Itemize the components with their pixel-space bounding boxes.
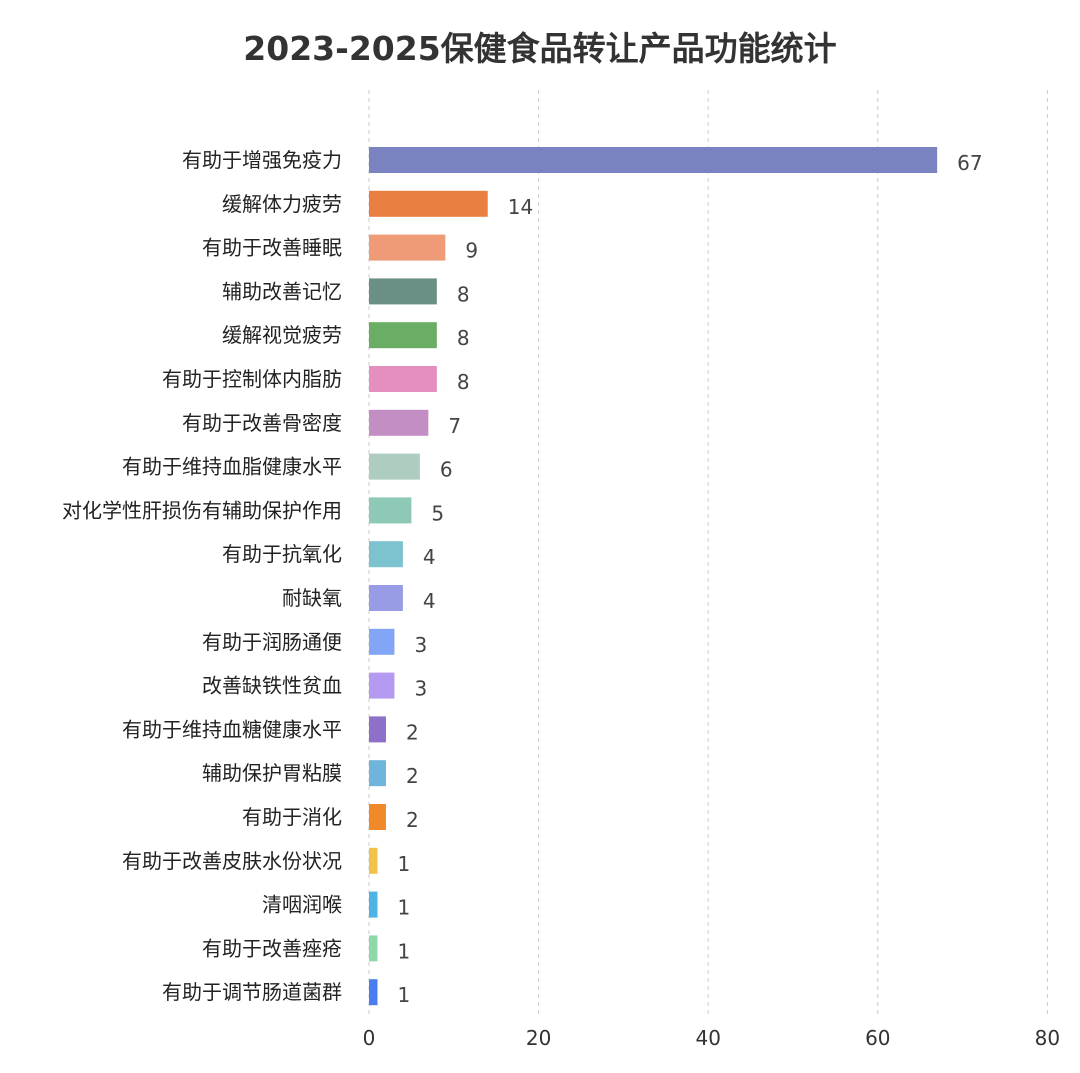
bar: [369, 322, 437, 349]
bar: [369, 979, 378, 1006]
category-label: 耐缺氧: [282, 586, 342, 610]
bar: [369, 804, 386, 830]
value-label: 6: [440, 458, 453, 482]
x-tick-label: 20: [526, 1026, 551, 1050]
x-tick-label: 60: [865, 1026, 890, 1050]
category-label: 有助于维持血糖健康水平: [122, 717, 342, 741]
category-label: 有助于改善皮肤水份状况: [122, 849, 342, 873]
value-label: 7: [448, 414, 461, 438]
category-label: 清咽润喉: [262, 893, 342, 917]
bar: [369, 847, 378, 874]
value-label: 8: [457, 282, 470, 306]
grid-lines: [368, 90, 1048, 1015]
value-label: 14: [508, 195, 533, 219]
bar: [369, 672, 395, 699]
bar: [369, 147, 938, 173]
x-tick-label: 80: [1035, 1026, 1060, 1050]
category-label: 有助于改善痤疮: [202, 936, 342, 960]
bar: [369, 278, 437, 305]
x-axis-ticks: 0 20 40 60 80: [363, 1026, 1060, 1050]
bar: [369, 935, 378, 962]
category-label: 有助于抗氧化: [222, 542, 342, 566]
category-label: 缓解体力疲劳: [222, 192, 342, 216]
bar: [369, 409, 429, 436]
value-label: 67: [957, 151, 982, 175]
bar: [369, 891, 378, 918]
value-label: 5: [431, 501, 444, 525]
category-label: 有助于改善睡眠: [202, 236, 342, 260]
bars: [369, 147, 938, 1006]
category-label: 有助于调节肠道菌群: [162, 980, 342, 1004]
bar: [369, 497, 412, 524]
value-label: 2: [406, 808, 419, 832]
bar: [369, 585, 403, 611]
value-labels: 67 14 9 8 8 8 7 6 5 4 4 3 3 2 2 2 1 1 1 1: [397, 151, 982, 1007]
bar: [369, 541, 403, 568]
category-label: 对化学性肝损伤有辅助保护作用: [62, 498, 342, 522]
category-label: 有助于控制体内脂肪: [162, 367, 342, 391]
value-label: 3: [414, 677, 427, 701]
bar: [369, 234, 446, 261]
category-label: 有助于消化: [242, 805, 342, 829]
bar: [369, 760, 386, 787]
value-label: 8: [457, 326, 470, 350]
category-labels: 有助于增强免疫力缓解体力疲劳有助于改善睡眠辅助改善记忆缓解视觉疲劳有助于控制体内…: [62, 148, 342, 1004]
bar: [369, 716, 386, 743]
category-label: 缓解视觉疲劳: [222, 323, 342, 347]
value-label: 1: [397, 939, 410, 963]
value-label: 4: [423, 589, 436, 613]
bar: [369, 190, 488, 217]
value-label: 9: [465, 239, 478, 263]
chart-title: 2023-2025保健食品转让产品功能统计: [243, 29, 837, 68]
value-label: 2: [406, 720, 419, 744]
category-label: 辅助改善记忆: [222, 279, 342, 303]
category-label: 辅助保护胃粘膜: [202, 761, 342, 785]
value-label: 1: [397, 983, 410, 1007]
bar: [369, 628, 395, 655]
value-label: 1: [397, 852, 410, 876]
value-label: 2: [406, 764, 419, 788]
category-label: 改善缺铁性贫血: [202, 674, 342, 698]
bar: [369, 453, 420, 480]
category-label: 有助于维持血脂健康水平: [122, 455, 342, 479]
category-label: 有助于润肠通便: [202, 630, 342, 654]
category-label: 有助于增强免疫力: [182, 148, 342, 172]
value-label: 1: [397, 896, 410, 920]
value-label: 3: [414, 633, 427, 657]
x-tick-label: 0: [363, 1026, 376, 1050]
x-tick-label: 40: [695, 1026, 720, 1050]
bar: [369, 366, 437, 392]
category-label: 有助于改善骨密度: [182, 411, 342, 435]
value-label: 8: [457, 370, 470, 394]
value-label: 4: [423, 545, 436, 569]
